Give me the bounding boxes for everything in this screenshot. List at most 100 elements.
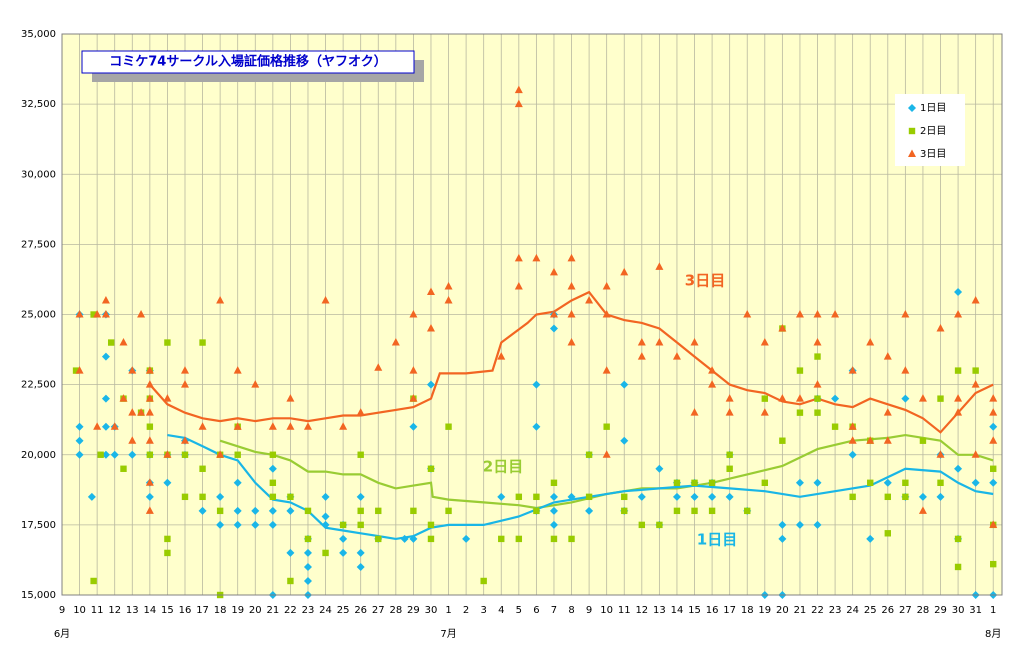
square-marker [427,465,435,472]
square-marker [445,507,452,515]
legend-label: 2日目 [920,126,946,137]
diamond-marker [233,520,242,529]
diamond-marker [101,422,110,431]
x-tick-label: 20 [249,605,262,616]
triangle-marker [128,436,137,444]
triangle-marker [145,380,154,388]
diamond-marker [848,450,857,459]
triangle-marker [426,287,435,296]
square-marker [831,423,839,430]
square-marker [72,367,80,374]
triangle-marker [602,310,611,318]
diamond-marker [795,520,804,529]
triangle-marker [101,310,110,318]
square-marker [937,479,944,486]
square-marker [568,535,575,543]
square-marker [603,423,610,430]
square-marker [120,465,127,472]
diamond-marker [883,478,892,487]
triangle-marker [795,394,804,402]
square-marker [908,127,916,135]
square-marker [498,535,505,543]
square-marker [287,577,294,585]
triangle-marker [725,408,734,416]
legend-label: 3日目 [920,149,946,160]
diamond-marker [620,436,629,445]
square-marker [550,535,558,543]
diamond-marker [795,478,804,487]
triangle-marker [690,338,699,346]
triangle-marker [936,450,945,458]
square-marker [796,367,804,374]
diamond-marker [110,450,119,459]
triangle-marker [339,422,348,430]
square-marker [796,409,804,416]
triangle-marker [813,338,822,346]
x-tick-label: 8 [568,605,574,616]
triangle-marker [145,394,154,402]
x-tick-label: 29 [407,605,420,616]
month-label: 7月 [440,628,456,640]
x-tick-label: 31 [969,605,982,616]
diamond-marker [989,478,998,487]
triangle-marker [567,338,576,346]
diamond-marker [101,450,110,459]
triangle-marker [444,281,453,290]
triangle-marker [93,422,102,430]
triangle-marker [637,338,646,346]
diamond-marker [637,492,646,501]
diamond-marker [321,512,330,521]
x-tick-label: 30 [952,605,965,616]
diamond-marker [356,492,365,501]
square-marker [164,339,171,346]
x-tick-label: 14 [143,605,156,616]
square-marker [972,367,979,374]
title-box [81,50,415,74]
triangle-marker [760,408,769,416]
square-marker [515,535,523,543]
x-tick-label: 9 [586,605,592,616]
triangle-marker [908,149,916,157]
line-label: 2日目 [483,458,523,476]
triangle-marker [883,436,892,444]
triangle-marker [251,380,260,388]
diamond-marker [549,520,558,529]
square-marker [97,451,104,458]
x-tick-label: 6 [533,605,539,616]
triangle-marker [795,310,804,318]
square-marker [375,535,382,543]
triangle-marker [760,338,769,346]
y-tick-label: 17,500 [21,520,56,531]
marks [72,85,998,599]
x-tick-label: 28 [917,605,930,616]
triangle-marker [567,253,576,262]
x-tick-label: 25 [337,605,350,616]
diamond-marker [549,324,558,333]
triangle-marker [813,310,822,318]
x-tick-label: 17 [723,605,736,616]
square-marker [638,521,646,529]
diamond-marker [145,492,154,501]
diamond-marker [101,352,110,361]
month-label: 8月 [985,628,1001,640]
square-marker [269,451,277,458]
square-marker [779,437,786,444]
diamond-marker [918,492,927,501]
diamond-marker [87,492,96,501]
triangle-marker [848,366,857,374]
square-marker [304,535,312,543]
diamond-marker [778,534,787,543]
x-tick-label: 1 [445,605,451,616]
triangle-marker [163,394,172,402]
x-tick-label: 27 [899,605,912,616]
line-label: 1日目 [697,531,737,549]
square-marker [867,479,874,486]
diamond-marker [532,422,541,431]
diamond-marker [989,422,998,431]
x-tick-label: 11 [91,605,104,616]
legend-item: 2日目 [908,126,946,137]
triangle-marker [514,253,523,262]
x-tick-label: 15 [161,605,174,616]
x-tick-label: 15 [688,605,701,616]
